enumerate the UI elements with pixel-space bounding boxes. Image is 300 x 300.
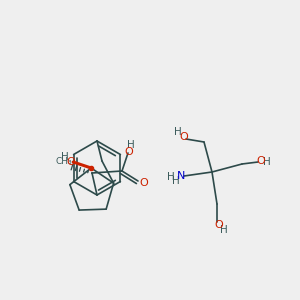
- Text: H: H: [61, 152, 69, 162]
- Text: H: H: [127, 140, 135, 150]
- Text: H: H: [172, 176, 180, 186]
- Text: O: O: [214, 220, 224, 230]
- Text: H: H: [220, 225, 228, 235]
- Text: H: H: [167, 172, 175, 182]
- Text: H: H: [174, 127, 182, 137]
- Text: O: O: [124, 147, 134, 157]
- Text: O: O: [67, 157, 76, 167]
- Text: H: H: [263, 157, 271, 167]
- Text: N: N: [177, 171, 185, 181]
- Text: CH₃: CH₃: [56, 158, 72, 166]
- Text: O: O: [180, 132, 188, 142]
- Text: O: O: [140, 178, 148, 188]
- Text: O: O: [256, 156, 266, 166]
